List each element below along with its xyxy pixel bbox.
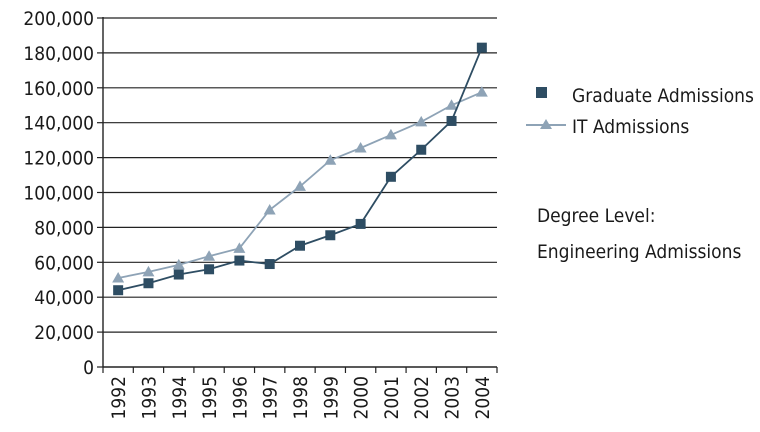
graduate-point [325,230,336,241]
x-tick-label: 1993 [138,376,160,420]
x-tick-label: 2002 [411,376,433,420]
it-point [354,142,367,153]
it-point [172,258,185,270]
legend: Graduate Admissions IT Admissions [526,85,754,138]
x-tick-label: 2000 [351,376,373,420]
graduate-point [264,259,275,270]
x-tick-label: 2003 [442,376,464,420]
legend-graduate-marker [536,87,547,98]
it-point [142,265,155,277]
y-tick-label: 20,000 [34,322,94,344]
graduate-point [446,115,457,126]
x-tick-label: 1994 [169,376,191,420]
it-point [445,99,458,110]
graduate-point [113,285,124,296]
it-point [263,203,276,215]
graduate-point [234,255,245,266]
it-point [324,154,337,165]
y-tick-label: 100,000 [23,183,94,205]
series [112,42,488,296]
graduate-point [476,42,487,53]
annotation-line-2: Engineering Admissions [537,241,741,263]
legend-it-marker [540,119,552,129]
annotation: Degree Level: Engineering Admissions [537,205,741,263]
axes [97,17,498,373]
y-tick-label: 180,000 [23,43,94,65]
y-tick-label: 60,000 [34,252,94,274]
graduate-point [295,240,305,251]
x-tick-label: 1998 [290,376,312,420]
y-tick-label: 120,000 [23,148,94,170]
it-point [294,180,306,191]
x-tick-label: 1992 [108,376,130,420]
it-point [112,272,125,283]
graduate-point [143,278,154,289]
y-tick-label: 200,000 [23,8,94,30]
graduate-point [204,264,215,275]
y-tick-label: 140,000 [23,113,94,135]
legend-graduate-label: Graduate Admissions [572,85,754,107]
graduate-point [355,218,366,229]
x-tick-label: 1997 [260,376,282,420]
it-point [233,242,246,253]
x-tick-label: 1995 [199,376,221,420]
it-point [203,250,216,261]
it-point [475,86,488,97]
y-tick-label: 0 [83,357,94,379]
graduate-point [173,269,184,280]
legend-it-label: IT Admissions [572,116,689,138]
graduate-point [385,171,396,182]
graduate-point [416,144,427,155]
x-tick-label: 1996 [229,376,251,420]
it-point [384,128,397,140]
x-tick-labels: 1992 1993 1994 1995 1996 1997 1998 1999 2000 2001… [108,376,494,420]
y-tick-label: 80,000 [34,217,94,239]
x-tick-label: 1999 [320,376,342,420]
y-tick-label: 160,000 [23,78,94,100]
annotation-line-1: Degree Level: [537,205,655,227]
y-tick-labels: 0 20,000 40,000 60,000 80,000 100,000 120,000 1… [23,8,94,379]
x-tick-label: 2004 [472,376,494,420]
x-tick-label: 2001 [381,376,403,420]
it-point [415,115,428,127]
gridlines [103,17,497,333]
series-line-graduate [117,47,483,292]
y-tick-label: 40,000 [34,287,94,309]
